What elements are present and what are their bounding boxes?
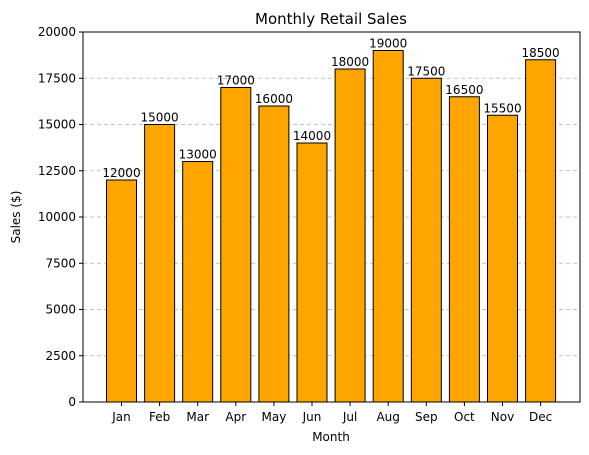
y-tick-label: 10000 [38,210,76,224]
x-axis-label: Month [312,430,350,444]
chart-title: Monthly Retail Sales [255,10,407,28]
bar [106,179,137,403]
bar [182,161,214,403]
bar-value-label: 16500 [445,83,483,97]
bar [334,68,366,403]
x-tick-label: Oct [454,410,475,424]
y-tick-label: 0 [68,395,76,409]
x-tick-label: Dec [529,410,552,424]
bar [144,124,176,403]
bar-value-label: 17000 [217,74,255,88]
y-tick-label: 5000 [45,303,76,317]
y-tick-label: 15000 [38,118,76,132]
bar-value-label: 15000 [141,111,179,125]
bar [410,77,442,403]
bar [296,142,328,403]
y-tick-label: 2500 [45,349,76,363]
y-axis-label: Sales ($) [9,191,23,244]
bar-value-label: 14000 [293,129,331,143]
bar [487,114,518,403]
x-tick-label: May [261,410,286,424]
y-tick-label: 12500 [38,164,76,178]
y-tick-label: 7500 [45,256,76,270]
bar [448,96,480,403]
x-tick-label: Jul [342,410,357,424]
bar-value-label: 15500 [483,101,521,115]
y-axis-ticks: 0 2500 5000 7500 10000 12500 15000 17500 20000 [38,25,83,409]
bar-value-label: 18500 [522,46,560,60]
x-tick-label: Nov [491,410,514,424]
bar [372,50,404,403]
x-tick-label: Mar [186,410,209,424]
y-tick-label: 17500 [38,71,76,85]
bar-value-label: 12000 [102,166,140,180]
bar-value-label: 16000 [255,92,293,106]
bars [106,50,557,403]
x-tick-label: Aug [376,410,399,424]
x-tick-label: Jun [302,410,322,424]
bar-value-label: 19000 [369,37,407,51]
bar-value-label: 13000 [179,148,217,162]
bar [525,59,557,403]
bar [258,105,290,403]
x-tick-label: Apr [225,410,246,424]
x-tick-label: Jan [111,410,131,424]
y-tick-label: 20000 [38,25,76,39]
x-tick-label: Feb [149,410,170,424]
bar [220,87,252,403]
x-tick-label: Sep [415,410,438,424]
bar-value-label: 17500 [407,64,445,78]
x-axis-ticks: Jan Feb Mar Apr May Jun Jul Aug Sep Oct Nov Dec [111,402,552,424]
bar-value-label: 18000 [331,55,369,69]
